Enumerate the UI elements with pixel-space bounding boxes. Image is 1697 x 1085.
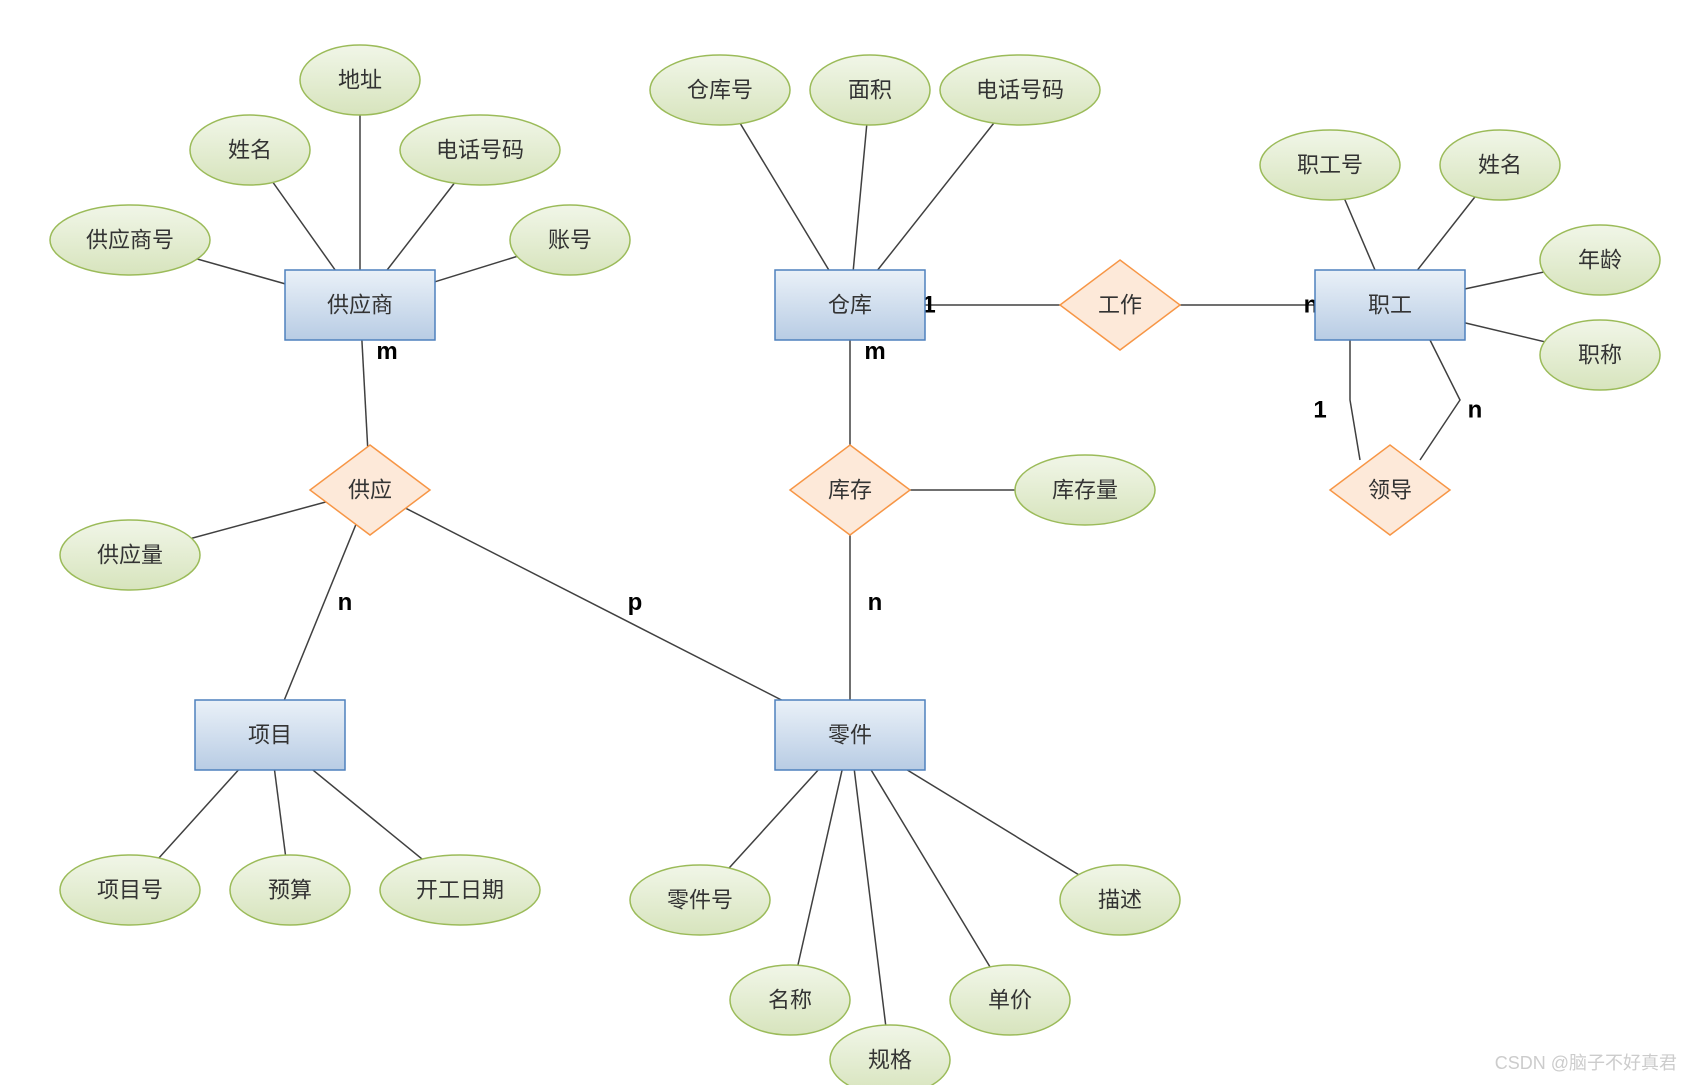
attribute-a_emp_age: 年龄 <box>1540 225 1660 295</box>
entity-label: 供应商 <box>327 293 393 318</box>
entity-employee: 职工 <box>1315 270 1465 340</box>
attribute-label: 开工日期 <box>416 878 504 903</box>
edge <box>370 490 850 735</box>
entity-label: 项目 <box>248 723 292 748</box>
attribute-label: 电话号码 <box>976 78 1064 103</box>
attribute-label: 零件号 <box>667 888 733 913</box>
attribute-label: 名称 <box>768 988 812 1013</box>
cardinality-label: m <box>864 338 885 365</box>
attribute-a_wh_area: 面积 <box>810 55 930 125</box>
edge <box>1350 340 1360 460</box>
attribute-label: 预算 <box>268 878 312 903</box>
entity-warehouse: 仓库 <box>775 270 925 340</box>
entity-part: 零件 <box>775 700 925 770</box>
attribute-label: 职称 <box>1578 343 1622 368</box>
attribute-label: 仓库号 <box>687 78 753 103</box>
relationship-lead: 领导 <box>1330 445 1450 535</box>
cardinality-label: n <box>1468 397 1483 424</box>
attribute-label: 姓名 <box>1478 153 1522 178</box>
attribute-label: 年龄 <box>1578 248 1622 273</box>
relationship-label: 领导 <box>1368 478 1412 503</box>
cardinality-label: 1 <box>1313 397 1326 424</box>
attribute-a_proj_no: 项目号 <box>60 855 200 925</box>
relationship-stock: 库存 <box>790 445 910 535</box>
attribute-a_supplier_name: 姓名 <box>190 115 310 185</box>
relationship-label: 库存 <box>828 478 872 503</box>
edge <box>270 490 370 735</box>
attribute-a_part_price: 单价 <box>950 965 1070 1035</box>
attribute-a_part_no: 零件号 <box>630 865 770 935</box>
relationship-supply: 供应 <box>310 445 430 535</box>
attribute-label: 职工号 <box>1297 153 1363 178</box>
attribute-a_supplier_no: 供应商号 <box>50 205 210 275</box>
attribute-a_part_desc: 描述 <box>1060 865 1180 935</box>
edge-layer: mnpmn1n1n <box>130 80 1600 1060</box>
entity-project: 项目 <box>195 700 345 770</box>
attribute-label: 姓名 <box>228 138 272 163</box>
attribute-label: 描述 <box>1098 888 1142 913</box>
attribute-a_proj_date: 开工日期 <box>380 855 540 925</box>
attribute-a_part_name: 名称 <box>730 965 850 1035</box>
attribute-a_stock_qty: 库存量 <box>1015 455 1155 525</box>
attribute-label: 供应商号 <box>86 228 174 253</box>
edge <box>790 735 850 1000</box>
cardinality-label: n <box>338 589 353 616</box>
attribute-a_proj_budget: 预算 <box>230 855 350 925</box>
entity-label: 职工 <box>1368 293 1412 318</box>
relationship-label: 供应 <box>348 478 392 503</box>
entity-label: 仓库 <box>828 293 872 318</box>
edge <box>1420 340 1460 460</box>
attribute-a_supplier_acct: 账号 <box>510 205 630 275</box>
attribute-a_part_spec: 规格 <box>830 1025 950 1085</box>
attribute-a_supplier_addr: 地址 <box>300 45 420 115</box>
attribute-a_supply_qty: 供应量 <box>60 520 200 590</box>
entity-supplier: 供应商 <box>285 270 435 340</box>
cardinality-label: p <box>628 589 643 616</box>
attribute-label: 规格 <box>868 1048 912 1073</box>
attribute-label: 单价 <box>988 988 1032 1013</box>
attribute-label: 面积 <box>848 78 892 103</box>
attribute-label: 项目号 <box>97 878 163 903</box>
attribute-label: 账号 <box>548 228 592 253</box>
er-diagram: mnpmn1n1n供应商号姓名地址电话号码账号仓库号面积电话号码职工号姓名年龄职… <box>0 0 1697 1085</box>
node-layer: 供应商号姓名地址电话号码账号仓库号面积电话号码职工号姓名年龄职称供应量库存量项目… <box>50 45 1660 1085</box>
watermark: CSDN @脑子不好真君 <box>1495 1049 1677 1075</box>
entity-label: 零件 <box>828 723 872 748</box>
attribute-label: 库存量 <box>1052 478 1118 503</box>
edge <box>850 735 890 1060</box>
cardinality-label: m <box>376 338 397 365</box>
attribute-label: 电话号码 <box>436 138 524 163</box>
attribute-a_emp_name: 姓名 <box>1440 130 1560 200</box>
edge <box>850 735 1010 1000</box>
cardinality-label: n <box>868 589 883 616</box>
attribute-a_emp_title: 职称 <box>1540 320 1660 390</box>
relationship-label: 工作 <box>1098 293 1142 318</box>
attribute-a_emp_no: 职工号 <box>1260 130 1400 200</box>
attribute-a_wh_no: 仓库号 <box>650 55 790 125</box>
attribute-a_wh_tel: 电话号码 <box>940 55 1100 125</box>
attribute-label: 地址 <box>338 68 382 93</box>
relationship-work: 工作 <box>1060 260 1180 350</box>
attribute-label: 供应量 <box>97 543 163 568</box>
attribute-a_supplier_tel: 电话号码 <box>400 115 560 185</box>
